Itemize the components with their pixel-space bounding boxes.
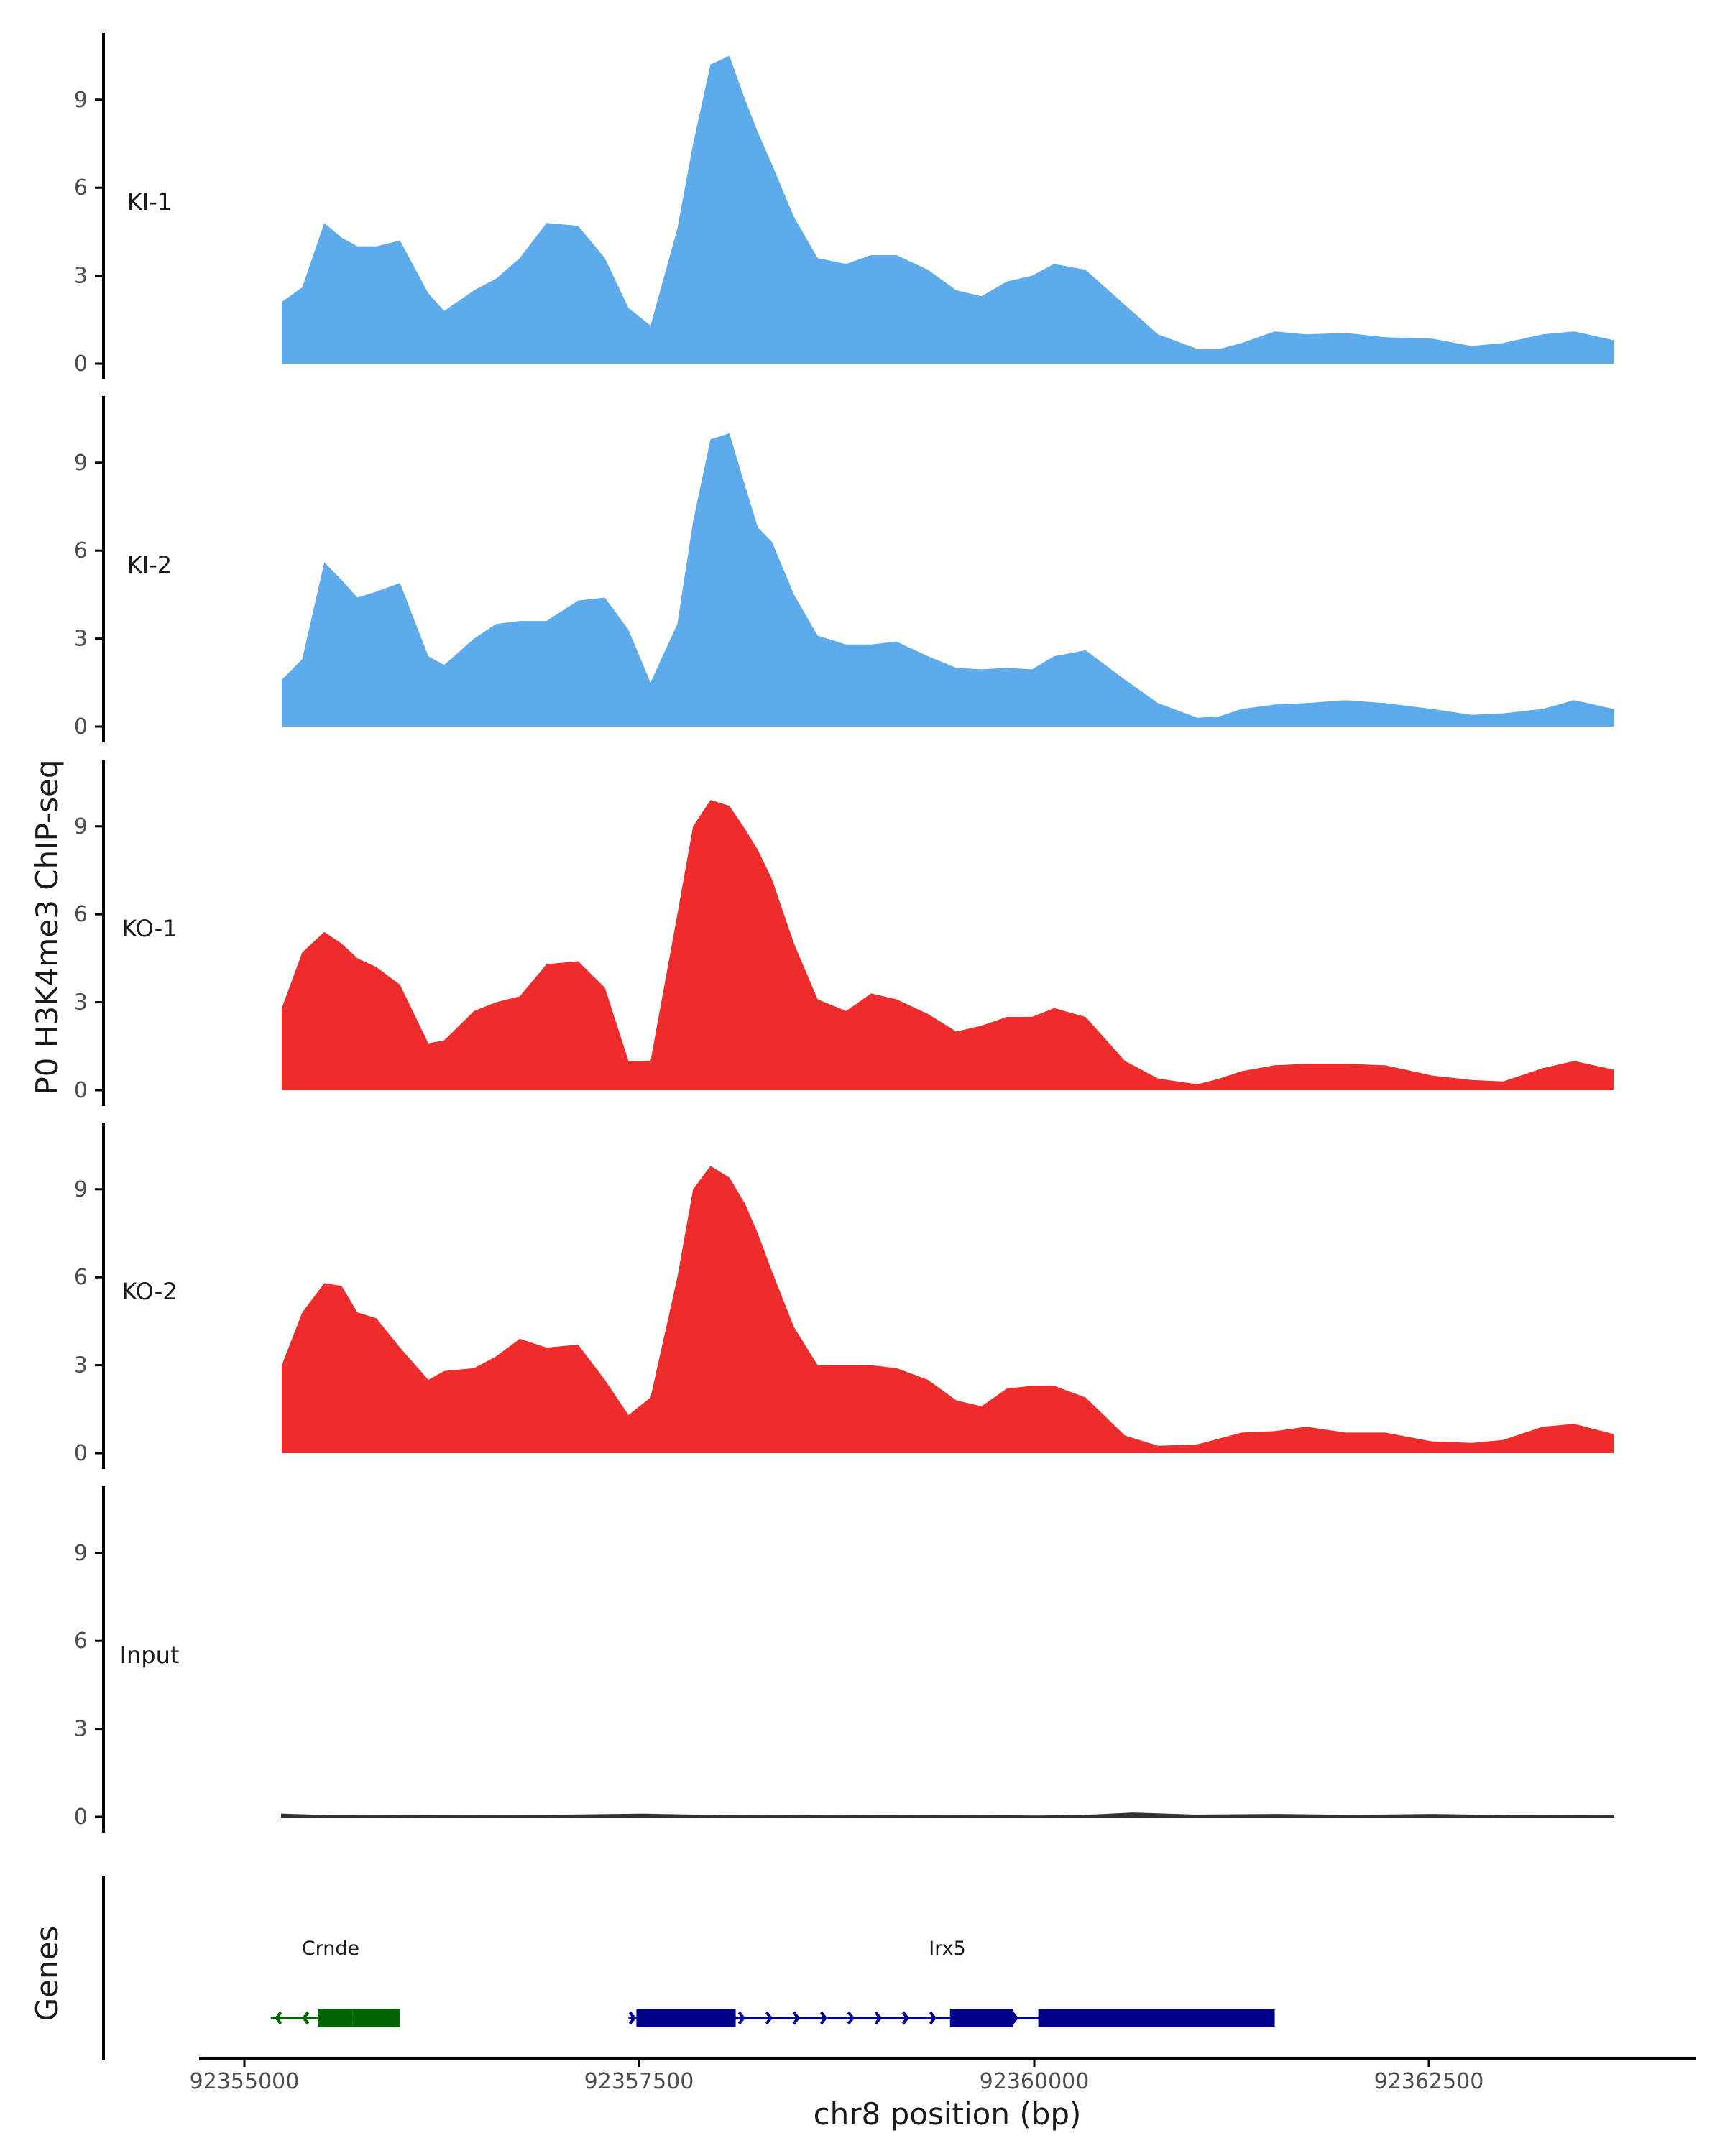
y-tick-label: 3 [74, 990, 88, 1015]
y-tick-label: 6 [74, 902, 88, 927]
y-tick-label: 9 [74, 1177, 88, 1202]
y-tick-label: 0 [74, 714, 88, 740]
y-tick-label: 6 [74, 1265, 88, 1290]
strand-arrow [628, 2011, 636, 2025]
x-tick-label: 92360000 [980, 2069, 1090, 2094]
track-label: KO-1 [121, 915, 177, 942]
y-tick-label: 3 [74, 627, 88, 652]
y-tick-label: 6 [74, 175, 88, 201]
track-label: KI-1 [127, 188, 172, 216]
gene-crnde: Crnde [270, 1938, 400, 2027]
strand-arrow [737, 2011, 745, 2025]
x-axis: 92355000 92357500 92360000 92362500 [190, 2057, 1696, 2094]
track-ki-2: 0 3 6 9 KI-2 [74, 396, 1614, 742]
coverage-area-ko-1 [282, 800, 1614, 1090]
strand-arrow [792, 2011, 800, 2025]
track-label: KO-2 [121, 1278, 177, 1305]
coverage-area-ki-1 [282, 55, 1614, 364]
y-tick-label: 0 [74, 1078, 88, 1103]
gene-name-label: Irx5 [929, 1938, 966, 1960]
strand-arrow [819, 2011, 827, 2025]
x-axis-title: chr8 position (bp) [814, 2096, 1082, 2132]
gene-track-title: Genes [29, 1926, 65, 2022]
gene-name-label: Crnde [302, 1938, 359, 1960]
gene-exon [636, 2009, 736, 2027]
strand-arrow [847, 2011, 855, 2025]
y-tick-label: 0 [74, 1805, 88, 1830]
gene-exon [949, 2009, 1013, 2027]
x-tick-label: 92357500 [584, 2069, 694, 2094]
gene-exon [318, 2009, 353, 2027]
y-tick-label: 9 [74, 1541, 88, 1566]
y-tick-label: 0 [74, 351, 88, 377]
x-tick-label: 92362500 [1374, 2069, 1484, 2094]
coverage-area-ko-2 [282, 1166, 1614, 1453]
y-tick-label: 3 [74, 264, 88, 289]
strand-arrow [302, 2011, 310, 2025]
y-axis-title: P0 H3K4me3 ChIP-seq [29, 759, 65, 1095]
y-tick-label: 9 [74, 451, 88, 476]
track-input: 0 3 6 9 Input [74, 1486, 1614, 1833]
y-tick-label: 6 [74, 538, 88, 563]
gene-irx5: Irx5 [628, 1938, 1275, 2027]
track-ki-1: 0 3 6 9 KI-1 [74, 33, 1614, 379]
track-ko-2: 0 3 6 9 KO-2 [74, 1123, 1614, 1469]
strand-arrow [874, 2011, 882, 2025]
track-label: KI-2 [127, 551, 172, 579]
y-tick-label: 3 [74, 1717, 88, 1742]
strand-arrow [275, 2011, 282, 2025]
coverage-area-ki-2 [282, 433, 1614, 727]
gene-annotation-track: Crnde Irx5 [102, 1876, 1275, 2060]
y-tick-label: 0 [74, 1441, 88, 1466]
strand-arrow [765, 2011, 773, 2025]
coverage-area-input [281, 1812, 1614, 1818]
strand-arrow [929, 2011, 937, 2025]
coverage-tracks: 0 3 6 9 KI-1 0 3 6 9 KI-2 0 3 6 9 KO-1 0 3 6 9 KO-2 0 3 6 9 Inpu… [74, 33, 1614, 1833]
strand-arrow [901, 2011, 909, 2025]
gene-exon [352, 2009, 400, 2027]
y-tick-label: 3 [74, 1353, 88, 1378]
y-tick-label: 9 [74, 814, 88, 839]
x-tick-label: 92355000 [190, 2069, 300, 2094]
track-ko-1: 0 3 6 9 KO-1 [74, 760, 1614, 1106]
gene-exon [1038, 2009, 1275, 2027]
track-label: Input [120, 1641, 180, 1669]
strand-arrow [1011, 2011, 1018, 2025]
y-tick-label: 6 [74, 1628, 88, 1654]
y-tick-label: 9 [74, 88, 88, 113]
